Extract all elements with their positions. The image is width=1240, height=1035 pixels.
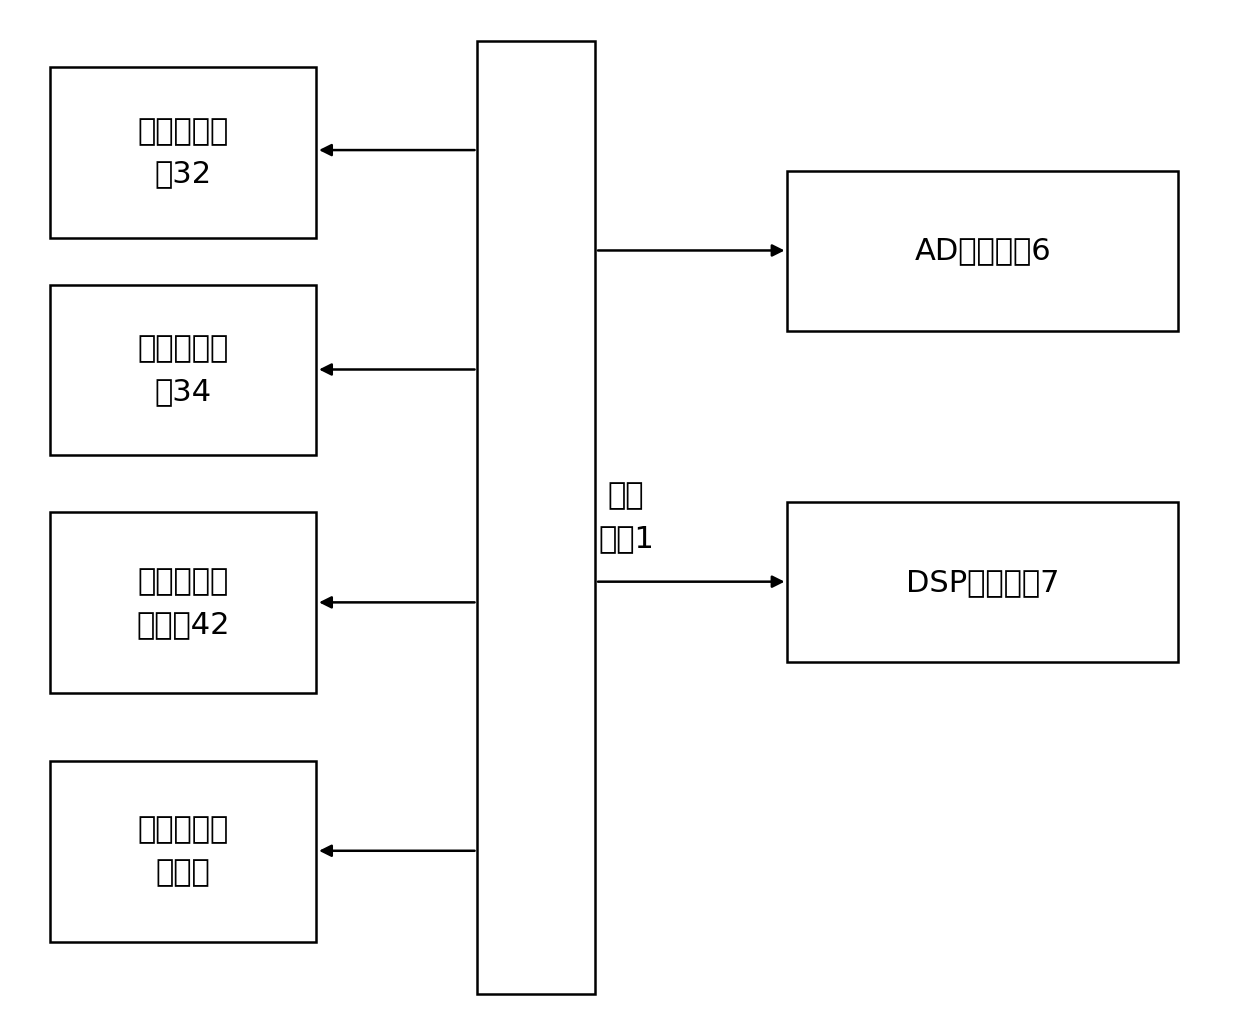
Bar — [787, 502, 1178, 662]
Bar — [50, 761, 316, 942]
Bar — [50, 512, 316, 693]
Bar — [477, 41, 595, 994]
Text: 第一激励模
块32: 第一激励模 块32 — [138, 117, 228, 188]
Text: 第一相敏解
调模块42: 第一相敏解 调模块42 — [136, 567, 229, 639]
Text: 第二激励模
块34: 第二激励模 块34 — [138, 334, 228, 406]
Bar — [50, 67, 316, 238]
Bar — [50, 285, 316, 455]
Text: AD采样模块6: AD采样模块6 — [914, 236, 1052, 266]
Text: DSP控制模块7: DSP控制模块7 — [906, 567, 1059, 597]
Bar — [787, 171, 1178, 331]
Text: 第二相敏解
调模块: 第二相敏解 调模块 — [138, 816, 228, 887]
Text: 电源
模块1: 电源 模块1 — [598, 481, 655, 554]
